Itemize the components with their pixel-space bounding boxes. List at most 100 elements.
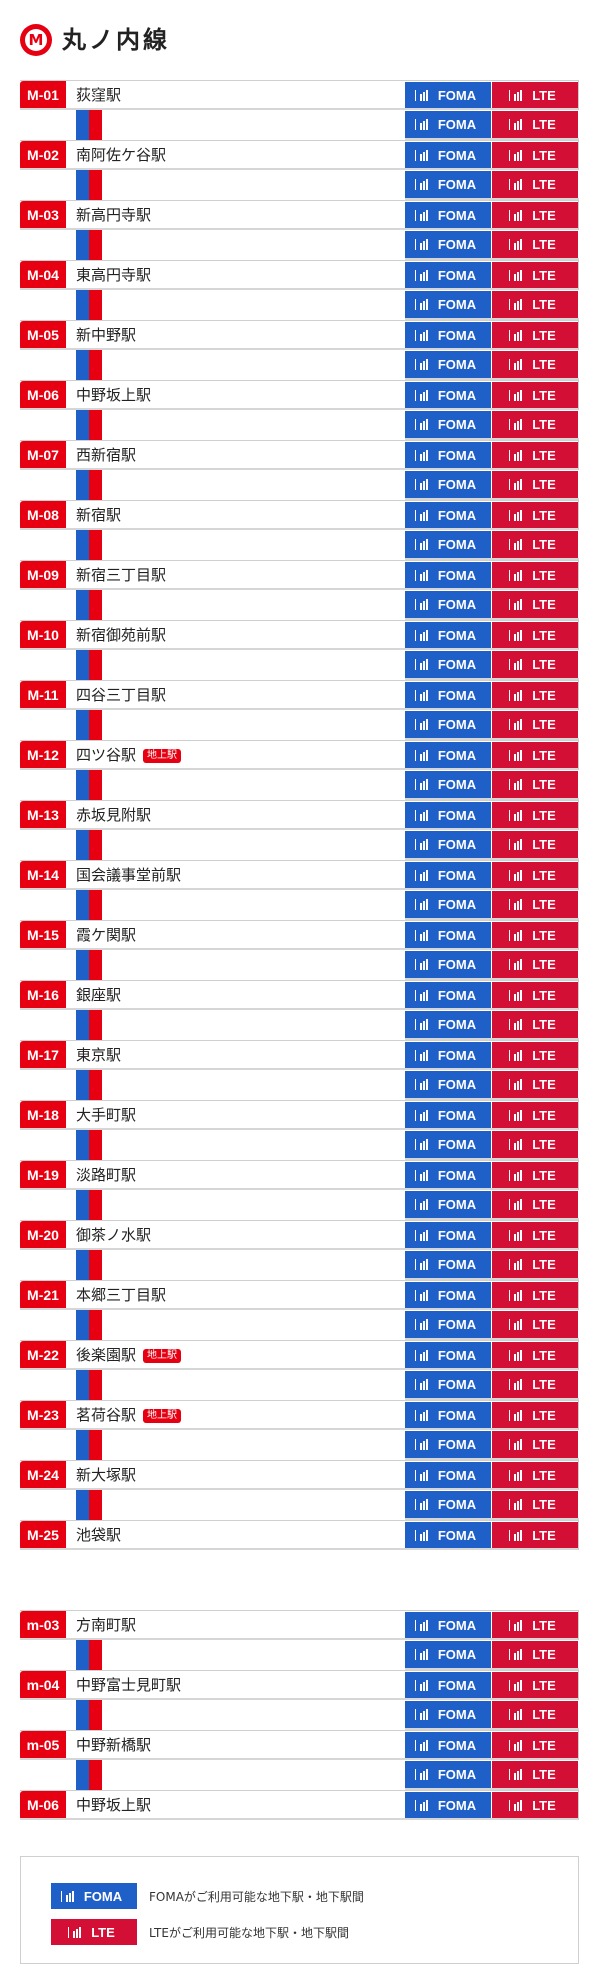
- station-name-cell: 中野坂上駅: [76, 381, 151, 410]
- station-row: M-06 中野坂上駅 FOMA LTE: [20, 1790, 579, 1820]
- signal-icon: [414, 839, 432, 850]
- station-name-cell: 荻窪駅: [76, 81, 121, 110]
- foma-tag-label: FOMA: [437, 717, 477, 732]
- signal-icon: [509, 1740, 526, 1751]
- signal-icon: [414, 510, 432, 521]
- lte-tag-label: LTE: [532, 1137, 556, 1152]
- foma-tag: FOMA: [405, 1761, 491, 1788]
- lte-tag: LTE: [492, 711, 578, 738]
- station-code: m-03: [20, 1611, 66, 1640]
- lte-tag: LTE: [492, 231, 578, 258]
- lte-tag-label: LTE: [532, 148, 556, 163]
- above-ground-badge: 地上駅: [143, 748, 182, 763]
- foma-tag-label: FOMA: [437, 508, 477, 523]
- lte-tag-label: LTE: [532, 1437, 556, 1452]
- foma-tag-label: FOMA: [437, 117, 477, 132]
- between-stations-row: FOMA LTE: [20, 230, 579, 260]
- station-name: 淡路町駅: [76, 1166, 137, 1184]
- between-stations-row: FOMA LTE: [20, 1640, 579, 1670]
- lte-tag: LTE: [492, 111, 578, 138]
- foma-tag: FOMA: [405, 82, 491, 109]
- signal-icon: [509, 959, 526, 970]
- lte-tag: LTE: [492, 1311, 578, 1338]
- signal-icon: [509, 479, 526, 490]
- signal-icon: [414, 390, 432, 401]
- signal-icon: [509, 1019, 526, 1030]
- signal-icon: [509, 1319, 526, 1330]
- between-stations-row: FOMA LTE: [20, 410, 579, 440]
- signal-icon: [414, 1019, 432, 1030]
- foma-tag: FOMA: [405, 562, 491, 589]
- signal-icon: [509, 779, 526, 790]
- lte-tag-label: LTE: [532, 1257, 556, 1272]
- foma-tag-label: FOMA: [437, 1497, 477, 1512]
- station-code: M-21: [20, 1281, 66, 1310]
- lte-tag-label: LTE: [532, 1647, 556, 1662]
- station-name-cell: 本郷三丁目駅: [76, 1281, 166, 1310]
- between-stations-row: FOMA LTE: [20, 1250, 579, 1280]
- lte-tag-label: LTE: [532, 117, 556, 132]
- foma-tag-label: FOMA: [437, 537, 477, 552]
- foma-tag: FOMA: [405, 382, 491, 409]
- lte-tag: LTE: [492, 1431, 578, 1458]
- foma-tag-label: FOMA: [437, 988, 477, 1003]
- signal-icon: [509, 270, 526, 281]
- lte-tag: LTE: [492, 1761, 578, 1788]
- foma-tag-label: FOMA: [437, 1468, 477, 1483]
- station-row: m-05 中野新橋駅 FOMA LTE: [20, 1730, 579, 1760]
- between-stations-row: FOMA LTE: [20, 1760, 579, 1790]
- station-name: 国会議事堂前駅: [76, 866, 182, 884]
- lte-tag: LTE: [492, 1641, 578, 1668]
- foma-tag: FOMA: [405, 262, 491, 289]
- lte-tag-label: LTE: [532, 868, 556, 883]
- lte-tag: LTE: [492, 142, 578, 169]
- signal-icon: [414, 210, 432, 221]
- lte-tag-label: LTE: [532, 688, 556, 703]
- signal-icon: [414, 1740, 432, 1751]
- foma-tag-label: FOMA: [437, 1437, 477, 1452]
- signal-icon: [509, 1530, 526, 1541]
- station-code: M-06: [20, 1791, 66, 1820]
- lte-tag-label: LTE: [532, 597, 556, 612]
- station-code: M-05: [20, 321, 66, 350]
- between-stations-row: FOMA LTE: [20, 110, 579, 140]
- station-name-cell: 淡路町駅: [76, 1161, 136, 1190]
- station-row: M-04 東高円寺駅 FOMA LTE: [20, 260, 579, 290]
- signal-icon: [414, 419, 432, 430]
- main-line-table: M-01 荻窪駅 FOMA LTE FOMA LTE M-02 南阿佐ケ谷駅 FOMA LTE FO…: [20, 80, 579, 1550]
- signal-icon: [509, 1499, 526, 1510]
- lte-tag: LTE: [492, 411, 578, 438]
- station-row: m-03 方南町駅 FOMA LTE: [20, 1610, 579, 1640]
- lte-tag: LTE: [492, 1282, 578, 1309]
- foma-tag-label: FOMA: [437, 1678, 477, 1693]
- signal-icon: [414, 1379, 432, 1390]
- between-stations-row: FOMA LTE: [20, 170, 579, 200]
- foma-tag-label: FOMA: [437, 957, 477, 972]
- foma-tag: FOMA: [405, 171, 491, 198]
- signal-icon: [414, 179, 432, 190]
- lte-tag-label: LTE: [532, 1377, 556, 1392]
- lte-tag: LTE: [492, 1701, 578, 1728]
- station-name: 中野新橋駅: [76, 1736, 152, 1754]
- section-stripe-icon: [76, 650, 102, 680]
- station-name: 銀座駅: [76, 986, 122, 1004]
- signal-icon: [414, 1350, 432, 1361]
- section-stripe-icon: [76, 410, 102, 440]
- signal-icon: [414, 1079, 432, 1090]
- foma-tag-label: FOMA: [437, 1348, 477, 1363]
- signal-icon: [509, 359, 526, 370]
- legend-foma-row: FOMA FOMAがご利用可能な地下駅・地下駅間: [51, 1883, 364, 1909]
- signal-icon: [509, 630, 526, 641]
- section-stripe-icon: [76, 830, 102, 860]
- station-row: M-10 新宿御苑前駅 FOMA LTE: [20, 620, 579, 650]
- lte-tag: LTE: [492, 982, 578, 1009]
- line-header: M 丸ノ内線: [20, 22, 170, 58]
- foma-tag-label: FOMA: [437, 297, 477, 312]
- station-code: M-16: [20, 981, 66, 1010]
- lte-tag-label: LTE: [532, 537, 556, 552]
- signal-icon: [509, 179, 526, 190]
- lte-tag-label: LTE: [532, 1317, 556, 1332]
- signal-icon: [509, 90, 526, 101]
- lte-tag-label: LTE: [532, 1077, 556, 1092]
- foma-tag-label: FOMA: [437, 1707, 477, 1722]
